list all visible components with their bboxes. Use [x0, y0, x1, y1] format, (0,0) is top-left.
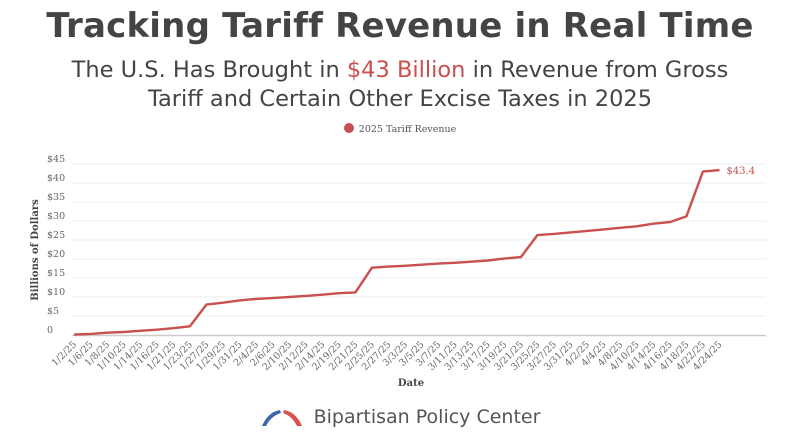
legend-marker-icon	[343, 123, 354, 133]
y-tick-label: 0	[47, 325, 53, 336]
y-tick-label: $5	[47, 306, 59, 317]
gridlines	[72, 163, 766, 317]
x-axis-ticks: 1/2/251/6/251/8/251/10/251/14/251/16/251…	[50, 339, 725, 373]
subtitle-highlight: $43 Billion	[346, 57, 466, 83]
y-tick-label: $15	[47, 268, 65, 279]
y-axis-title: Billions of Dollars	[30, 199, 41, 301]
legend-label: 2025 Tariff Revenue	[358, 124, 457, 135]
chart-subtitle: The U.S. Has Brought in $43 Billion in R…	[0, 56, 800, 114]
legend: 2025 Tariff Revenue	[0, 123, 800, 135]
chart-title: Tracking Tariff Revenue in Real Time	[46, 6, 754, 46]
y-tick-label: $30	[47, 211, 65, 222]
brand-logo: Bipartisan Policy Center	[260, 406, 541, 428]
brand-name: Bipartisan Policy Center	[313, 406, 541, 428]
subtitle-line-2: Tariff and Certain Other Excise Taxes in…	[147, 86, 653, 112]
y-axis-ticks: 0 $5 $10 $15 $20 $25 $30 $35 $40 $45	[47, 154, 65, 336]
x-axis-title: Date	[398, 378, 424, 389]
y-tick-label: $25	[47, 230, 65, 241]
y-tick-label: $20	[47, 249, 65, 260]
arch-icon	[261, 410, 302, 426]
y-tick-label: $40	[47, 173, 65, 184]
y-tick-label: $10	[47, 287, 65, 298]
end-value-label: $43.4	[726, 166, 755, 177]
series-line-2025-tariff-revenue	[73, 168, 720, 336]
y-tick-label: $35	[47, 192, 65, 203]
subtitle-text-pre: The U.S. Has Brought in	[71, 57, 347, 83]
line-chart: 0 $5 $10 $15 $20 $25 $30 $35 $40 $45 1/2/251/6/25…	[30, 154, 766, 389]
footer: Bipartisan Policy Center	[0, 406, 800, 431]
subtitle-text-post: in Revenue from Gross	[465, 57, 729, 83]
y-tick-label: $45	[47, 154, 65, 165]
